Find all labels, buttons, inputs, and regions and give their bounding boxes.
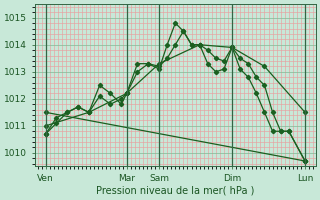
- X-axis label: Pression niveau de la mer( hPa ): Pression niveau de la mer( hPa ): [96, 186, 254, 196]
